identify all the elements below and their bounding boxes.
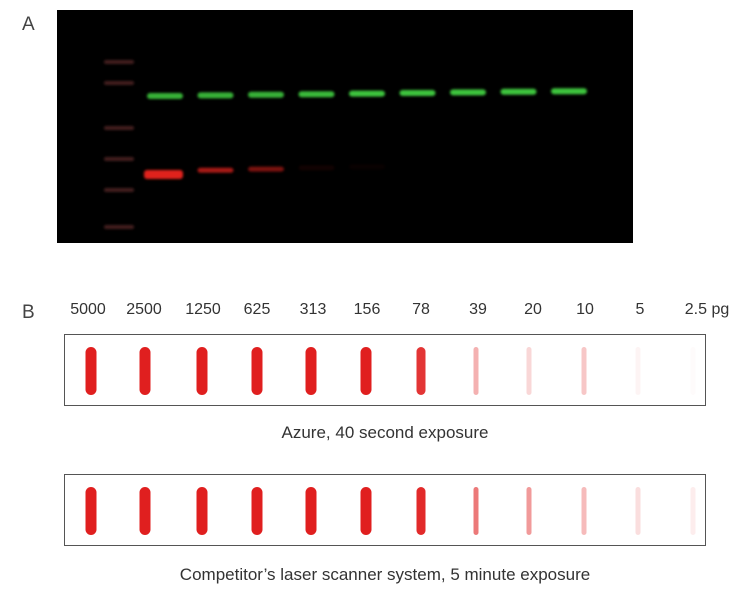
green-band bbox=[248, 91, 284, 98]
slot-band bbox=[305, 347, 317, 395]
slot-band bbox=[360, 487, 372, 535]
red-band bbox=[349, 164, 385, 170]
concentration-label: 20 bbox=[524, 301, 542, 318]
slot-band bbox=[416, 487, 426, 535]
slot-band bbox=[691, 347, 696, 395]
slot-band bbox=[85, 487, 97, 535]
red-band bbox=[248, 166, 284, 172]
green-band bbox=[500, 88, 537, 95]
competitor-slot-blot-strip bbox=[64, 474, 706, 546]
green-band bbox=[147, 93, 183, 99]
concentration-label: 2.5 pg bbox=[684, 301, 730, 318]
western-blot-image bbox=[57, 10, 633, 243]
slot-band bbox=[196, 487, 208, 535]
slot-band bbox=[251, 347, 263, 395]
green-band bbox=[349, 90, 385, 97]
concentration-label: 1250 bbox=[185, 301, 221, 318]
competitor-caption: Competitor’s laser scanner system, 5 min… bbox=[179, 565, 591, 584]
western-blot-svg bbox=[104, 60, 587, 229]
red-band bbox=[144, 170, 183, 179]
concentration-label: 39 bbox=[469, 301, 487, 318]
azure-slot-blot-strip bbox=[64, 334, 706, 406]
concentration-label: 625 bbox=[243, 301, 271, 318]
concentration-label: 5 bbox=[635, 301, 645, 318]
ladder-band bbox=[104, 126, 134, 130]
slot-band bbox=[85, 347, 97, 395]
competitor-slot-blot-svg bbox=[85, 487, 696, 535]
slot-band bbox=[251, 487, 263, 535]
red-band bbox=[197, 167, 234, 173]
concentration-label: 2500 bbox=[126, 301, 162, 318]
slot-band bbox=[635, 487, 641, 535]
concentration-label: 156 bbox=[353, 301, 381, 318]
green-band bbox=[298, 91, 335, 98]
slot-band bbox=[139, 347, 151, 395]
concentration-label: 313 bbox=[299, 301, 327, 318]
panel-a-label: A bbox=[22, 14, 35, 35]
slot-band bbox=[305, 487, 317, 535]
ladder-band bbox=[104, 81, 134, 85]
slot-band bbox=[526, 487, 532, 535]
slot-band bbox=[139, 487, 151, 535]
ladder-band bbox=[104, 157, 134, 161]
red-band bbox=[298, 165, 335, 171]
slot-band bbox=[690, 487, 696, 535]
slot-band bbox=[196, 347, 208, 395]
slot-band bbox=[473, 347, 479, 395]
green-band bbox=[450, 89, 486, 96]
slot-band bbox=[581, 347, 587, 395]
slot-band bbox=[635, 347, 641, 395]
azure-slot-blot-svg bbox=[85, 347, 696, 395]
azure-caption: Azure, 40 second exposure bbox=[281, 423, 489, 442]
slot-band bbox=[416, 347, 426, 395]
concentration-label: 5000 bbox=[70, 301, 106, 318]
green-band bbox=[197, 92, 234, 99]
slot-band bbox=[526, 347, 532, 395]
slot-band bbox=[360, 347, 372, 395]
ladder-band bbox=[104, 225, 134, 229]
green-band bbox=[399, 90, 436, 96]
panel-b-label: B bbox=[22, 302, 35, 323]
ladder-band bbox=[104, 188, 134, 192]
concentration-label: 10 bbox=[576, 301, 594, 318]
concentration-label: 78 bbox=[412, 301, 430, 318]
green-band bbox=[551, 88, 587, 95]
ladder-band bbox=[104, 60, 134, 64]
slot-band bbox=[581, 487, 587, 535]
slot-band bbox=[473, 487, 479, 535]
